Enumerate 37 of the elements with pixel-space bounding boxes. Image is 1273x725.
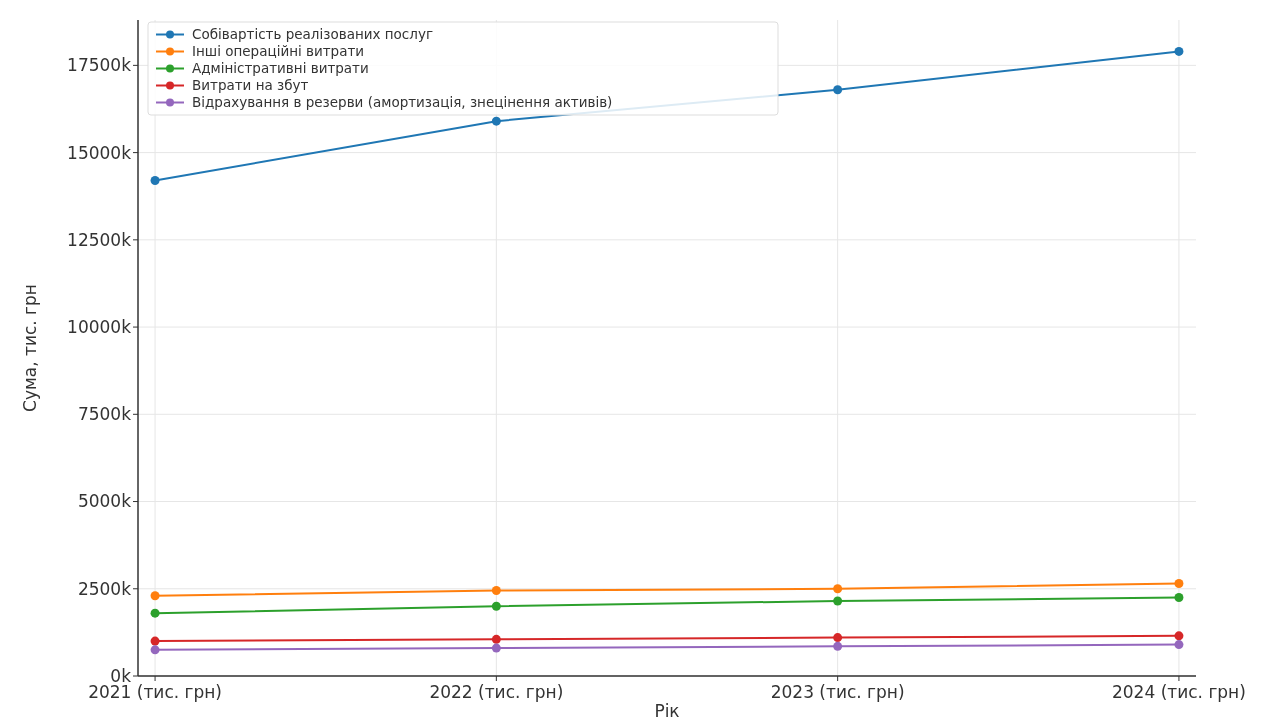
point (833, 85, 843, 95)
y-tick-label: 12500k (67, 229, 132, 250)
x-tick-label: 2022 (тис. грн) (429, 682, 564, 702)
y-tick-label: 7500k (77, 404, 132, 425)
legend-label: Витрати на збут (192, 77, 309, 94)
point (491, 601, 501, 611)
y-axis-title: Сума, тис. грн (20, 284, 40, 412)
point (150, 608, 160, 618)
legend-label: Інші операційні витрати (192, 43, 365, 60)
point (150, 591, 160, 601)
y-tick-label: 5000k (77, 491, 132, 512)
y-tick-label: 10000k (67, 317, 132, 338)
point (491, 586, 501, 596)
point (150, 645, 160, 655)
point (833, 596, 843, 606)
point (491, 116, 501, 126)
x-tick-label: 2023 (тис. грн) (770, 682, 905, 702)
point (1174, 640, 1184, 650)
legend-label: Собівартість реалізованих послуг (192, 26, 434, 43)
point (833, 584, 843, 594)
legend-label: Адміністративні витрати (192, 60, 369, 77)
point (1174, 46, 1184, 56)
point (1174, 592, 1184, 602)
point (1174, 631, 1184, 641)
point (1174, 579, 1184, 589)
point (833, 633, 843, 643)
y-tick-label: 17500k (67, 55, 132, 76)
point (491, 634, 501, 644)
y-tick-label: 2500k (77, 578, 132, 599)
x-tick-label: 2024 (тис. грн) (1112, 682, 1246, 702)
point (491, 643, 501, 653)
legend-label: Відрахування в резерви (амортизація, знецінення активів) (192, 94, 613, 111)
point (150, 636, 160, 646)
x-axis-title: Рік (654, 701, 680, 721)
point (833, 641, 843, 651)
point (150, 176, 160, 186)
y-tick-label: 15000k (67, 142, 132, 163)
